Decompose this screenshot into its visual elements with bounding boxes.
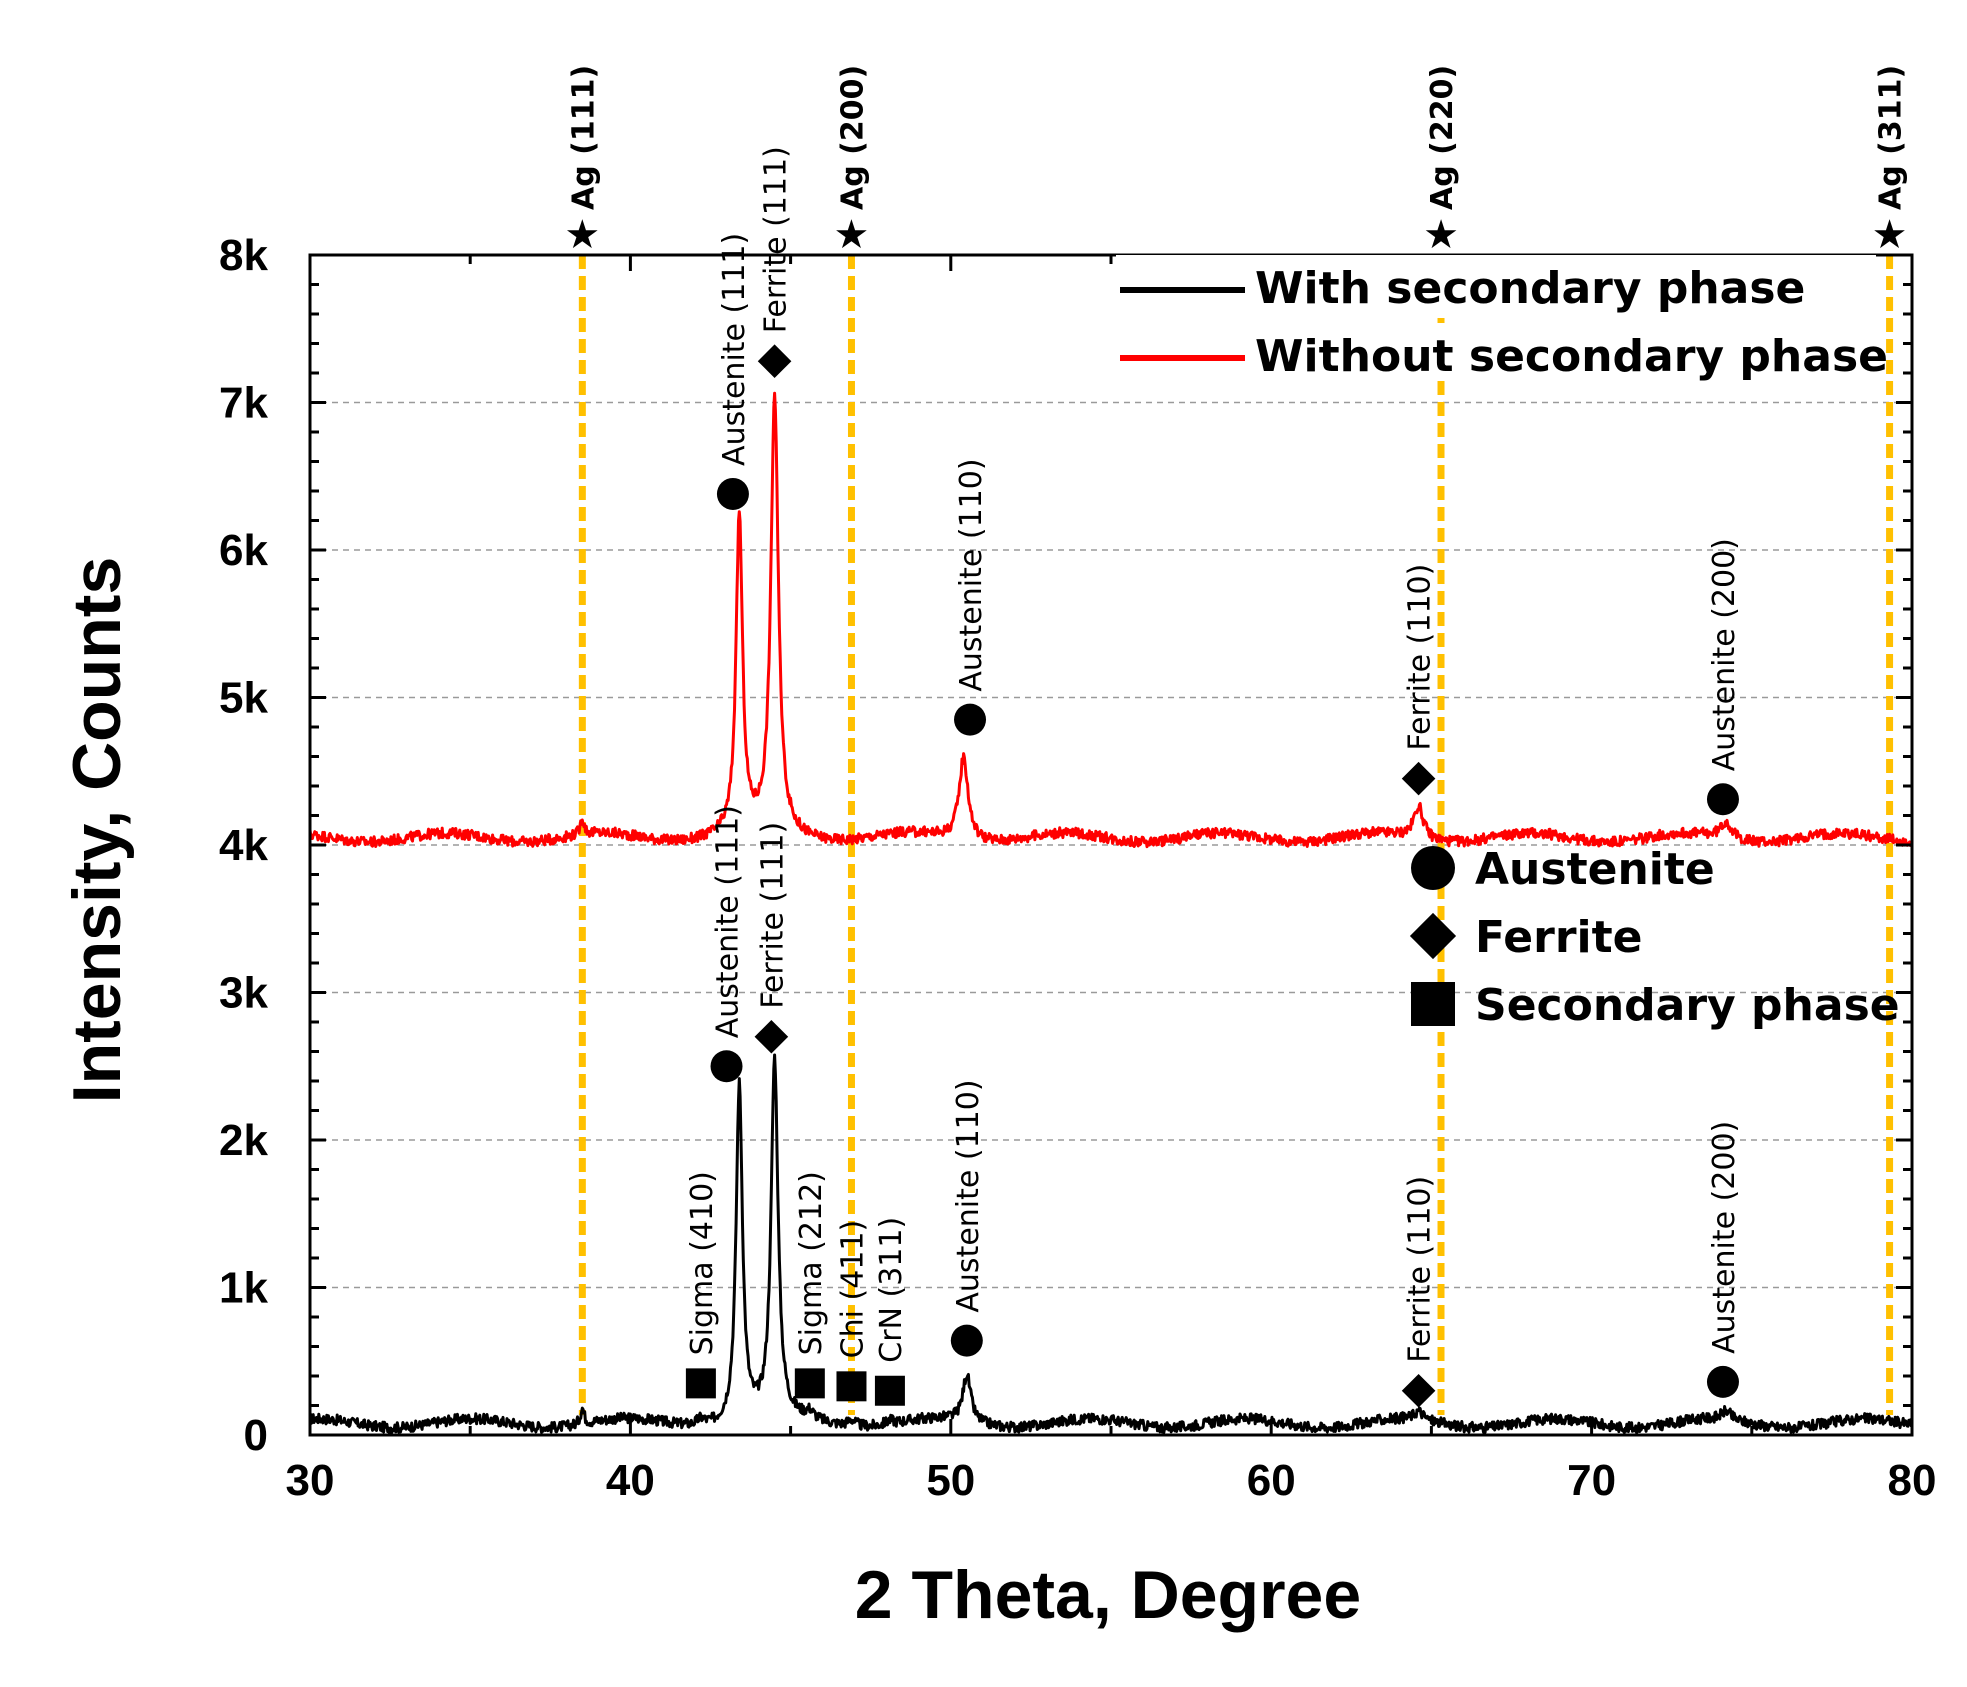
ferrite-marker-icon	[1409, 912, 1457, 960]
legend-label: Austenite	[1475, 844, 1715, 895]
secondary-phase-marker-icon	[794, 1368, 825, 1399]
series-line-1	[308, 391, 1914, 849]
y-axis-title: Intensity, Counts	[59, 557, 135, 1104]
secondary-phase-marker-icon	[1411, 982, 1455, 1026]
peak-label: Austenite (111)	[711, 805, 746, 1038]
peak-label: Chi (411)	[835, 1220, 870, 1359]
peak-label: Ferrite (110)	[1403, 564, 1438, 751]
axes: 30 40 50 60 70 80 0 1k 2k 3k 4k 5k 6k 7k 8k	[219, 231, 1936, 1505]
peak-label: Austenite (111)	[717, 233, 752, 466]
x-tick-label: 50	[926, 1456, 975, 1505]
austenite-marker-icon	[710, 1050, 743, 1083]
y-tick-label: 4k	[219, 821, 268, 870]
peak-label: Ferrite (111)	[755, 822, 790, 1009]
star-icon: ★	[834, 212, 870, 258]
peak-label: Austenite (110)	[954, 458, 989, 691]
ag-reference-label: Ag (200)	[835, 65, 870, 210]
y-tick-label: 5k	[219, 674, 268, 723]
x-tick-label: 60	[1247, 1456, 1296, 1505]
series-line-0	[309, 1053, 1914, 1435]
peak-label: CrN (311)	[874, 1217, 909, 1363]
peak-label: Austenite (200)	[1707, 1121, 1742, 1354]
y-tick-label: 0	[244, 1411, 268, 1460]
austenite-marker-icon	[1411, 846, 1455, 890]
legend-entry-bg	[1116, 255, 1876, 311]
x-tick-label: 80	[1888, 1456, 1937, 1505]
y-tick-label: 1k	[219, 1264, 268, 1313]
peak-annotations: Austenite (111) Ferrite (111)Austenite (1…	[685, 146, 1742, 1408]
ferrite-marker-icon	[1401, 761, 1436, 796]
peak-label: Ferrite (110)	[1403, 1176, 1438, 1363]
y-tick-label: 6k	[219, 526, 268, 575]
peak-label: Austenite (200)	[1707, 538, 1742, 771]
ferrite-marker-icon	[1401, 1373, 1436, 1408]
x-tick-label: 70	[1567, 1456, 1616, 1505]
legend-entry-bg	[1116, 323, 1876, 379]
y-tick-label: 8k	[219, 231, 268, 280]
peak-label: Sigma (212)	[794, 1171, 829, 1355]
ferrite-marker-icon	[757, 344, 792, 378]
series-lines	[308, 391, 1914, 1435]
secondary-phase-marker-icon	[685, 1368, 716, 1399]
austenite-marker-icon	[716, 477, 749, 510]
peak-label: Sigma (410)	[685, 1171, 720, 1355]
star-icon: ★	[1423, 212, 1459, 258]
y-tick-label: 7k	[219, 379, 268, 428]
austenite-marker-icon	[950, 1324, 983, 1357]
legend-label: Secondary phase	[1475, 980, 1900, 1031]
austenite-marker-icon	[954, 703, 987, 736]
austenite-marker-icon	[1706, 1365, 1739, 1398]
ferrite-marker-icon	[754, 1019, 789, 1054]
legend-label: Without secondary phase	[1255, 331, 1888, 382]
star-icon: ★	[564, 212, 600, 258]
x-tick-label: 40	[606, 1456, 655, 1505]
x-axis-title: 2 Theta, Degree	[855, 1557, 1361, 1633]
legend-label: With secondary phase	[1255, 263, 1805, 314]
star-icon: ★	[1872, 212, 1908, 258]
grid-lines	[310, 401, 1912, 1289]
legend-label: Ferrite	[1475, 912, 1642, 963]
ag-reference-label: Ag (220)	[1425, 65, 1460, 210]
peak-label: Austenite (110)	[951, 1079, 986, 1312]
secondary-phase-marker-icon	[874, 1375, 905, 1406]
y-tick-label: 2k	[219, 1116, 268, 1165]
secondary-phase-marker-icon	[836, 1371, 867, 1402]
y-tick-label: 3k	[219, 969, 268, 1018]
legend: With secondary phase Without secondary ph…	[1116, 255, 1900, 1031]
ag-reference-label: Ag (311)	[1874, 65, 1909, 210]
austenite-marker-icon	[1706, 783, 1739, 816]
x-tick-label: 30	[286, 1456, 335, 1505]
ag-reference-label: Ag (111)	[566, 65, 601, 210]
peak-label: Ferrite (111)	[759, 146, 794, 333]
